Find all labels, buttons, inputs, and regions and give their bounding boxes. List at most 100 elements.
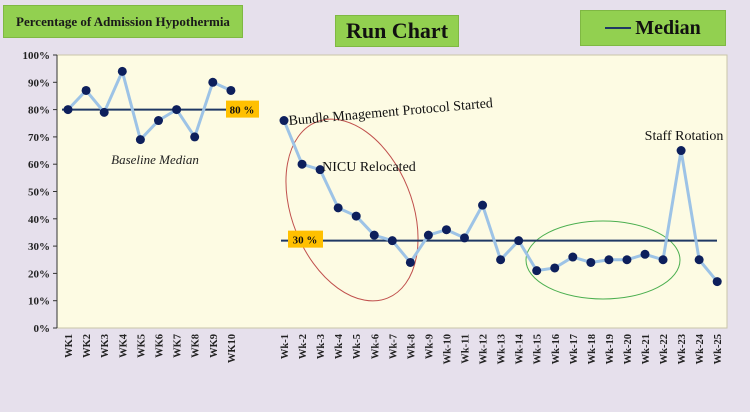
chart-title: Run Chart [345,18,449,43]
baseline-data-point [154,116,163,126]
y-tick-label: 80% [28,105,50,117]
x-tick-label: WK10 [227,334,238,363]
intervention-data-point [550,263,560,273]
x-tick-label: WK4 [118,333,129,358]
legend: Median [580,10,726,46]
intervention-median-label-box [288,230,323,248]
intervention-data-point [694,255,704,265]
x-tick-label: Wk-10 [442,334,453,364]
y-tick-label: 90% [28,77,50,89]
intervention-data-point [676,146,686,156]
x-tick-label: WK1 [64,334,75,358]
x-tick-label: WK6 [155,334,166,358]
y-tick-label: 20% [28,268,50,280]
x-tick-label: Wk-8 [406,334,417,359]
x-tick-label: Wk-3 [316,334,327,359]
x-tick-label: Wk-7 [388,334,399,359]
intervention-data-point [496,255,506,265]
intervention-data-point [478,200,488,210]
x-tick-label: Wk-15 [533,334,544,364]
baseline-data-point [135,135,145,145]
intervention-data-point [441,225,451,235]
y-axis-title: Percentage of Admission Hypothermia [16,13,230,29]
baseline-series-line [66,69,232,142]
x-tick-label: Wk-21 [641,334,652,364]
x-tick-label: Wk-24 [695,333,706,364]
baseline-data-point [99,107,109,117]
intervention-median-label: 30 % [293,235,318,247]
baseline-data-point [172,105,182,115]
y-tick-label: 50% [28,187,50,199]
legend-median-swatch [605,27,632,29]
annotation-staff-rotation: Staff Rotation [645,129,724,144]
x-tick-label: WK3 [100,334,111,358]
x-tick-label: Wk-12 [479,334,490,364]
intervention-data-point [405,257,415,267]
x-tick-label: Wk-5 [352,334,363,359]
baseline-data-point [226,85,236,95]
x-tick-label: Wk-2 [298,334,309,359]
intervention-data-point [514,236,524,246]
intervention-data-point [387,236,397,246]
x-tick-label: Wk-18 [587,334,598,364]
x-tick-label: Wk-25 [713,334,724,364]
x-tick-label: WK9 [209,334,220,358]
baseline-caption: Baseline Median [111,152,199,167]
legend-median-label: Median [635,16,701,39]
intervention-data-point [369,230,379,240]
plot-area [56,54,728,329]
x-tick-label: WK2 [82,334,93,358]
y-tick-label: 70% [28,132,50,144]
baseline-median-label-box [226,100,259,118]
intervention-data-point [297,159,307,169]
intervention-data-point [460,233,469,243]
baseline-data-point [208,77,218,87]
baseline-data-point [190,132,200,142]
y-tick-label: 10% [28,296,50,308]
intervention-data-point [279,116,289,126]
intervention-data-point [622,255,632,265]
intervention-data-point [712,277,722,287]
x-tick-label: Wk-17 [569,334,580,364]
intervention-data-point [333,203,343,213]
intervention-data-point [586,257,596,267]
x-tick-label: Wk-20 [623,334,634,364]
intervention-data-point [351,211,361,221]
y-tick-label: 30% [28,241,50,253]
x-tick-label: WK8 [191,334,202,358]
y-tick-label: 0% [34,323,51,335]
x-tick-label: Wk-19 [605,334,616,364]
baseline-median-label: 80 % [230,105,255,117]
x-tick-label: WK7 [173,334,184,358]
x-tick-label: Wk-11 [461,334,472,364]
x-tick-label: Wk-9 [424,334,435,359]
y-tick-label: 60% [28,159,50,171]
x-tick-label: Wk-14 [515,333,526,364]
intervention-data-point [423,230,433,240]
intervention-data-point [604,255,614,265]
highlight-ellipse-stable [525,220,681,300]
x-tick-label: Wk-4 [334,333,345,359]
y-tick-label: 40% [28,214,50,226]
x-tick-label: Wk-22 [659,334,670,364]
intervention-data-point [658,255,668,265]
annotation-relocation: NICU Relocated [322,160,416,175]
chart-title-box: Run Chart [335,15,459,47]
baseline-data-point [117,66,127,76]
intervention-data-point [568,252,578,262]
x-tick-label: Wk-23 [677,334,688,364]
baseline-data-point [63,105,73,115]
x-tick-label: Wk-16 [551,334,562,364]
intervention-data-point [640,249,650,259]
y-axis-title-box: Percentage of Admission Hypothermia [3,5,243,38]
x-tick-label: Wk-13 [497,334,508,364]
x-tick-label: Wk-6 [370,334,381,359]
intervention-data-point [315,165,325,175]
baseline-data-point [81,85,91,95]
x-tick-label: Wk-1 [280,334,291,359]
x-tick-label: WK5 [136,334,147,358]
y-tick-label: 100% [23,50,51,62]
intervention-data-point [532,266,542,276]
